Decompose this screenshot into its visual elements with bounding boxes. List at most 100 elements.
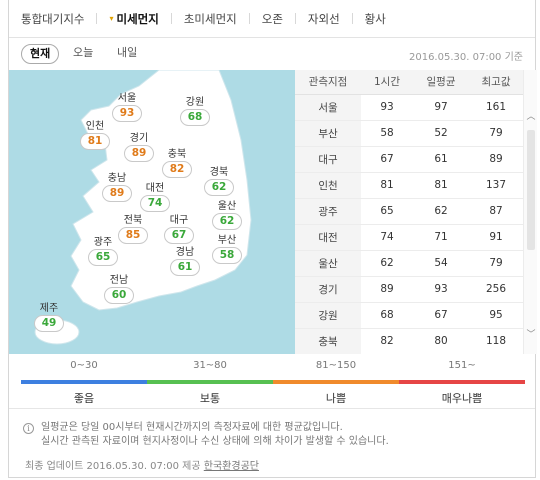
region-name: 부산 [217, 235, 237, 246]
korea-map: 서울 93 강원 68 인천 81 경기 89 충북 82 충남 89 경북 6… [9, 70, 295, 354]
region-value: 58 [212, 247, 242, 264]
table-row: 강원 68 67 95 [295, 302, 523, 329]
station-name: 대구 [295, 146, 361, 173]
region-value: 93 [112, 105, 142, 122]
region-daejeon[interactable]: 대전 74 [135, 182, 175, 212]
tab-yellow-dust[interactable]: 황사 [364, 11, 386, 26]
subtab-tomorrow[interactable]: 내일 [117, 46, 138, 59]
region-busan[interactable]: 부산 58 [207, 234, 247, 264]
table-row: 울산 62 54 79 [295, 250, 523, 277]
region-incheon[interactable]: 인천 81 [75, 120, 115, 150]
scroll-thumb[interactable] [527, 130, 535, 250]
provider-link[interactable]: 한국환경공단 [203, 461, 259, 472]
region-seoul[interactable]: 서울 93 [107, 92, 147, 122]
subtab-now[interactable]: 현재 [21, 44, 60, 64]
info-icon: i [23, 423, 34, 434]
region-name: 제주 [39, 303, 59, 314]
cell-daily-avg: 67 [413, 302, 469, 329]
region-name: 충북 [167, 149, 187, 160]
region-gwangju[interactable]: 광주 65 [83, 236, 123, 266]
region-value: 61 [170, 259, 200, 276]
legend-label: 보통 [199, 392, 221, 405]
scroll-down-icon[interactable]: ﹀ [526, 330, 536, 340]
tab-ultrafine-dust[interactable]: 초미세먼지 [183, 11, 237, 26]
cell-daily-avg: 54 [413, 250, 469, 277]
cell-max: 89 [469, 146, 523, 173]
table-row: 경기 89 93 256 [295, 276, 523, 303]
region-value: 85 [118, 227, 148, 244]
region-gyeonggi[interactable]: 경기 89 [119, 132, 159, 162]
cell-hourly: 58 [361, 120, 413, 147]
legend-range: 151~ [448, 360, 476, 371]
region-value: 68 [180, 109, 210, 126]
station-name: 강원 [295, 302, 361, 329]
region-value: 89 [102, 185, 132, 202]
cell-hourly: 67 [361, 146, 413, 173]
region-daegu[interactable]: 대구 67 [159, 214, 199, 244]
cell-daily-avg: 52 [413, 120, 469, 147]
cell-daily-avg: 80 [413, 328, 469, 354]
tab-uv[interactable]: 자외선 [307, 11, 340, 26]
legend-bar-blue [21, 380, 147, 384]
cell-max: 161 [469, 94, 523, 121]
region-value: 65 [88, 249, 118, 266]
station-name: 대전 [295, 224, 361, 251]
region-value: 74 [140, 195, 170, 212]
region-name: 충남 [107, 173, 127, 184]
table-row: 대구 67 61 89 [295, 146, 523, 173]
note-daily-average: 일평균은 당일 00시부터 현재시간까지의 측정자료에 대한 평균값입니다. [41, 422, 343, 433]
region-chungbuk[interactable]: 충북 82 [157, 148, 197, 178]
level-legend: 0~30 좋음 31~80 보통 81~150 나쁨 151~ 매우나쁨 [21, 358, 525, 405]
region-name: 경남 [175, 247, 195, 258]
station-name: 인천 [295, 172, 361, 199]
tab-divider [170, 13, 172, 24]
region-value: 67 [164, 227, 194, 244]
cell-daily-avg: 61 [413, 146, 469, 173]
region-gangwon[interactable]: 강원 68 [175, 96, 215, 126]
cell-max: 79 [469, 250, 523, 277]
region-ulsan[interactable]: 울산 62 [207, 200, 247, 230]
region-gyeongnam[interactable]: 경남 61 [165, 246, 205, 276]
region-gyeongbuk[interactable]: 경북 62 [199, 166, 239, 196]
tab-fine-dust[interactable]: ▾ 미세먼지 [97, 0, 170, 38]
table-row: 부산 58 52 79 [295, 120, 523, 147]
info-notes: i 일평균은 당일 00시부터 현재시간까지의 측정자료에 대한 평균값입니다.… [9, 408, 535, 472]
legend-bar-green [147, 380, 273, 384]
korea-land-shape [34, 70, 252, 345]
station-name: 경기 [295, 276, 361, 303]
station-table-container[interactable]: 관측지점 1시간 일평균 최고값 서울 93 97 161 부산 58 52 79 대구 67… [295, 70, 523, 354]
header-max: 최고값 [469, 70, 523, 95]
region-jeju[interactable]: 제주 49 [29, 302, 69, 332]
time-subtabs: 현재 오늘 내일 2016.05.30. 07:00 기준 [9, 38, 535, 68]
active-dot-icon: ▾ [109, 13, 114, 23]
region-name: 서울 [117, 93, 137, 104]
region-value: 62 [204, 179, 234, 196]
scroll-up-icon[interactable]: ︿ [526, 112, 536, 122]
cell-hourly: 93 [361, 94, 413, 121]
region-name: 대전 [145, 183, 165, 194]
region-jeonbuk[interactable]: 전북 85 [113, 214, 153, 244]
table-row: 인천 81 81 137 [295, 172, 523, 199]
legend-range: 0~30 [70, 360, 98, 371]
station-name: 광주 [295, 198, 361, 225]
region-name: 강원 [185, 97, 205, 108]
region-chungnam[interactable]: 충남 89 [97, 172, 137, 202]
table-row: 충북 82 80 118 [295, 328, 523, 354]
subtab-today[interactable]: 오늘 [73, 46, 94, 59]
station-table: 관측지점 1시간 일평균 최고값 서울 93 97 161 부산 58 52 79 대구 67… [295, 70, 523, 354]
header-daily-avg: 일평균 [413, 70, 469, 95]
tab-integrated-index[interactable]: 통합대기지수 [21, 11, 85, 26]
region-value: 62 [212, 213, 242, 230]
region-name: 광주 [93, 237, 113, 248]
tab-divider [294, 13, 296, 24]
tab-ozone[interactable]: 오존 [261, 11, 283, 26]
pollutant-tabs: 통합대기지수 ▾ 미세먼지 초미세먼지 오존 자외선 황사 [9, 0, 535, 38]
region-name: 경북 [209, 167, 229, 178]
table-row: 광주 65 62 87 [295, 198, 523, 225]
cell-hourly: 74 [361, 224, 413, 251]
region-jeonnam[interactable]: 전남 60 [99, 274, 139, 304]
cell-max: 137 [469, 172, 523, 199]
legend-label: 매우나쁨 [441, 392, 483, 405]
table-scrollbar[interactable]: ︿ ﹀ [523, 70, 537, 354]
table-row: 대전 74 71 91 [295, 224, 523, 251]
